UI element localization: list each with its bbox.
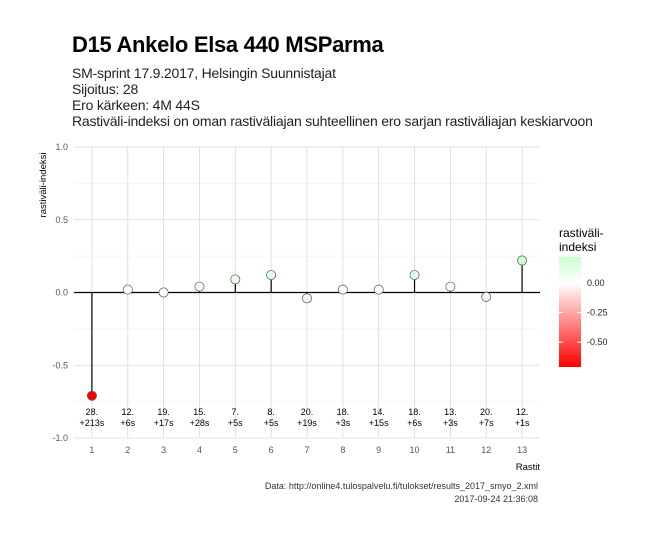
x-tick-label: 4 (197, 445, 202, 455)
y-axis-ticks: -1.0 -0.5 0.0 0.5 1.0 (52, 142, 68, 443)
subtitle-gap-to-leader: Ero kärkeen: 4M 44S (72, 97, 200, 113)
annotation-delta: +19s (297, 418, 317, 428)
annotation-rank: 14. (372, 407, 385, 417)
annotation-rank: 19. (157, 407, 170, 417)
data-point (194, 281, 205, 292)
annotation-delta: +7s (479, 418, 494, 428)
data-point (481, 291, 492, 302)
x-axis-label: Rastit (516, 462, 541, 473)
annotation-rank: 28. (86, 407, 99, 417)
caption-timestamp: 2017-09-24 21:36:08 (454, 494, 538, 504)
x-tick-label: 11 (446, 445, 455, 455)
annotation-delta: +3s (443, 418, 458, 428)
y-axis-label: rastiväli-indeksi (38, 153, 49, 218)
y-tick-label: 0.0 (55, 288, 68, 298)
y-tick-label: 1.0 (55, 142, 68, 152)
annotation-rank: 13. (444, 407, 457, 417)
x-tick-label: 9 (376, 445, 381, 455)
annotation-rank: 8. (267, 407, 275, 417)
legend-colorbar (559, 257, 581, 367)
data-point (302, 293, 312, 304)
legend-tick-label: -0.25 (587, 308, 608, 318)
annotation-rank: 15. (193, 407, 206, 417)
color-legend: rastiväli- indeksi 0.00 -0.25 -0.50 (559, 226, 608, 367)
data-point (266, 270, 277, 280)
annotation-delta: +17s (154, 418, 174, 428)
points (86, 255, 528, 401)
data-point (86, 390, 97, 401)
annotation-rank: 7. (232, 407, 240, 417)
data-point (409, 270, 420, 280)
annotation-rank: 18. (408, 407, 421, 417)
caption-source: Data: http://online4.tulospalvelu.fi/tul… (264, 481, 538, 491)
x-tick-label: 6 (269, 445, 274, 455)
data-point (122, 284, 133, 295)
annotation-delta: +6s (407, 418, 422, 428)
x-tick-label: 13 (517, 445, 527, 455)
subtitle-index-description: Rastiväli-indeksi on oman rastiväliajan … (72, 113, 593, 129)
annotation-rank: 12. (516, 407, 529, 417)
y-tick-label: 0.5 (55, 215, 68, 225)
annotation-delta: +3s (335, 418, 350, 428)
legend-title-line2: indeksi (559, 240, 596, 254)
legend-title-line1: rastiväli- (559, 226, 604, 240)
annotation-delta: +6s (120, 418, 135, 428)
annotation-delta: +213s (80, 418, 105, 428)
data-point (337, 284, 348, 295)
data-point (445, 281, 456, 292)
annotation-delta: +28s (190, 418, 210, 428)
data-point (373, 284, 384, 295)
x-tick-label: 3 (161, 445, 166, 455)
annotation-rank: 18. (337, 407, 350, 417)
x-tick-label: 5 (233, 445, 238, 455)
subtitle-placement: Sijoitus: 28 (72, 81, 139, 97)
annotation-delta: +5s (264, 418, 279, 428)
x-tick-label: 8 (340, 445, 345, 455)
annotation-rank: 20. (301, 407, 314, 417)
data-point (517, 255, 528, 266)
y-tick-label: -0.5 (52, 360, 68, 370)
grid (74, 146, 540, 439)
legend-tick-label: 0.00 (587, 278, 605, 288)
legend-ticks: 0.00 -0.25 -0.50 (559, 278, 608, 347)
annotations: 28.+213s12.+6s19.+17s15.+28s7.+5s8.+5s20… (80, 407, 530, 428)
data-point (158, 287, 169, 298)
x-axis-ticks: 1 2 3 4 5 6 7 8 9 10 11 12 13 (89, 445, 527, 455)
x-tick-label: 12 (481, 445, 491, 455)
subtitle-event: SM-sprint 17.9.2017, Helsingin Suunnista… (72, 65, 336, 81)
data-point (230, 274, 241, 285)
x-tick-label: 7 (304, 445, 309, 455)
chart-title: D15 Ankelo Elsa 440 MSParma (72, 32, 384, 57)
annotation-delta: +5s (228, 418, 243, 428)
x-tick-label: 1 (89, 445, 94, 455)
x-tick-label: 2 (125, 445, 130, 455)
annotation-rank: 12. (122, 407, 135, 417)
legend-tick-label: -0.50 (587, 337, 608, 347)
x-tick-label: 10 (410, 445, 420, 455)
y-tick-label: -1.0 (52, 433, 68, 443)
annotation-rank: 20. (480, 407, 493, 417)
annotation-delta: +15s (369, 418, 389, 428)
annotation-delta: +1s (515, 418, 530, 428)
